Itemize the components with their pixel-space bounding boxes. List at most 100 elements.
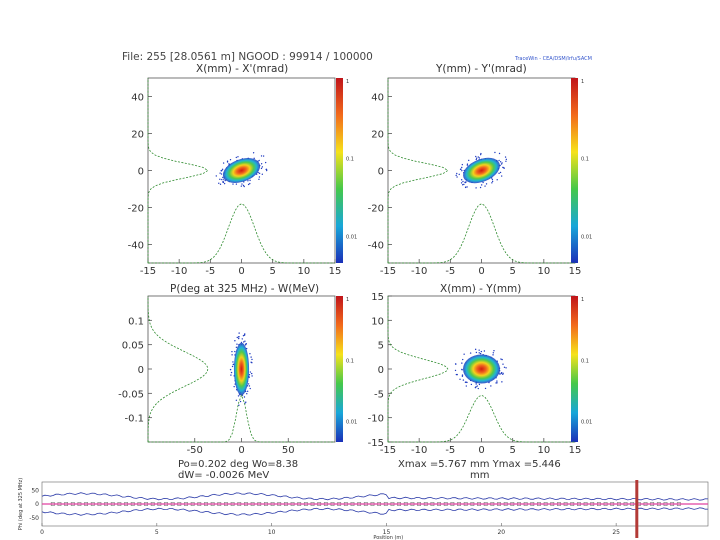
software-label: TraceWin - CEA/DSM/Irfu/SACM (515, 56, 592, 62)
scatter-point (458, 173, 460, 176)
scatter-point (219, 172, 221, 174)
scatter-point (253, 157, 255, 160)
scatter-point (245, 401, 247, 403)
y-tick-label: -50 (29, 515, 39, 522)
scatter-point (478, 383, 481, 386)
scatter-point (229, 158, 232, 161)
panel-yy-title: Y(mm) - Y'(mrad) (436, 63, 527, 75)
scatter-point (233, 385, 235, 388)
scatter-point (223, 182, 226, 185)
y-profile (387, 78, 449, 263)
scatter-point (265, 169, 268, 172)
scatter-point (460, 182, 463, 184)
scatter-point (491, 180, 494, 183)
profile-curves (147, 78, 335, 264)
scatter-point (493, 350, 495, 352)
scatter-point (241, 338, 243, 340)
scatter-point (478, 352, 480, 354)
scatter-point (237, 336, 240, 338)
colorbar-tick-label: 0.1 (346, 358, 354, 364)
phase-plot-0: -15 -10 -5 0 5 10 15 40 20 0 -20 -40 1 0.1 0.01 (128, 77, 357, 277)
scatter-point (463, 353, 465, 355)
scatter-point (265, 168, 268, 171)
scatter-point (477, 156, 479, 158)
y-tick-label: 5 (378, 341, 384, 352)
scatter-point (464, 186, 467, 189)
scatter-point (229, 368, 232, 371)
scatter-point (249, 353, 251, 355)
scatter-point (240, 185, 242, 187)
scatter-point (235, 346, 238, 349)
x-tick-label: -5 (445, 266, 455, 277)
scatter-point (248, 385, 251, 387)
scatter-point (247, 180, 249, 182)
scatter-point (482, 181, 484, 184)
x-tick-label: -10 (171, 266, 187, 277)
scatter-point (496, 382, 498, 384)
scatter-point (479, 153, 482, 156)
colorbar (571, 78, 578, 263)
y-tick-label: -0.05 (118, 389, 144, 400)
scatter-point (215, 175, 217, 177)
scatter-point (462, 358, 464, 361)
beam-density (462, 354, 501, 384)
y-tick-label: 40 (131, 93, 144, 104)
scatter-point (455, 174, 457, 177)
y-tick-label: 40 (371, 93, 384, 104)
beam-density (233, 342, 250, 396)
scatter-point (248, 374, 251, 376)
scatter-point (264, 161, 267, 164)
scatter-point (260, 155, 263, 157)
y-tick-label: -0.1 (124, 414, 144, 425)
scatter-point (475, 187, 477, 189)
x-tick-label: -15 (140, 266, 156, 277)
scatter-point (250, 372, 253, 375)
x-tick-label: 25 (612, 529, 620, 536)
scatter-point (475, 351, 478, 354)
beam-density (222, 158, 261, 183)
scatter-point (475, 155, 477, 158)
xy-footer-line2: mm (470, 470, 490, 481)
colorbar-tick-label: 1 (346, 79, 349, 85)
scatter-point (249, 179, 251, 182)
scatter-point (501, 358, 503, 361)
scatter-point (222, 162, 225, 164)
scatter-point (249, 387, 251, 390)
scatter-point (475, 157, 478, 159)
scatter-point (505, 160, 507, 162)
colorbar-tick-label: 0.1 (346, 157, 354, 163)
x-tick-label: 5 (509, 445, 515, 456)
phase-plot-2: -50 0 50 0.1 0.05 0 -0.05 -0.1 1 0.1 0.01 (118, 295, 357, 456)
scatter-point (466, 381, 468, 384)
y-tick-label: -15 (368, 438, 384, 449)
profile-curves (387, 78, 575, 264)
scatter-point (242, 335, 245, 337)
scatter-point (484, 185, 486, 187)
scatter-point (478, 157, 481, 159)
scatter-point (261, 173, 264, 175)
scatter-point (505, 158, 508, 161)
scatter-point (218, 182, 220, 184)
scatter-point (479, 352, 482, 355)
scatter-point (461, 375, 464, 377)
y-tick-label: -40 (368, 241, 384, 252)
scatter-point (249, 371, 252, 373)
x-tick-label: 0 (40, 529, 44, 536)
y-profile (147, 78, 209, 263)
colorbar (336, 78, 343, 263)
scatter-point (461, 169, 463, 172)
scatter-point (464, 181, 467, 184)
y-tick-label: 0 (138, 167, 144, 178)
scatter-point (236, 343, 238, 345)
scatter-point (461, 184, 464, 186)
scatter-point (498, 159, 500, 162)
y-tick-label: 10 (371, 316, 384, 327)
scatter-point (246, 390, 249, 392)
scatter-point (500, 163, 503, 165)
scatter-point (223, 178, 225, 180)
scatter-point (262, 155, 265, 157)
scatter-point (500, 358, 502, 360)
x-tick-label: 10 (297, 266, 310, 277)
scatter-point (222, 176, 224, 179)
scatter-point (461, 163, 464, 166)
